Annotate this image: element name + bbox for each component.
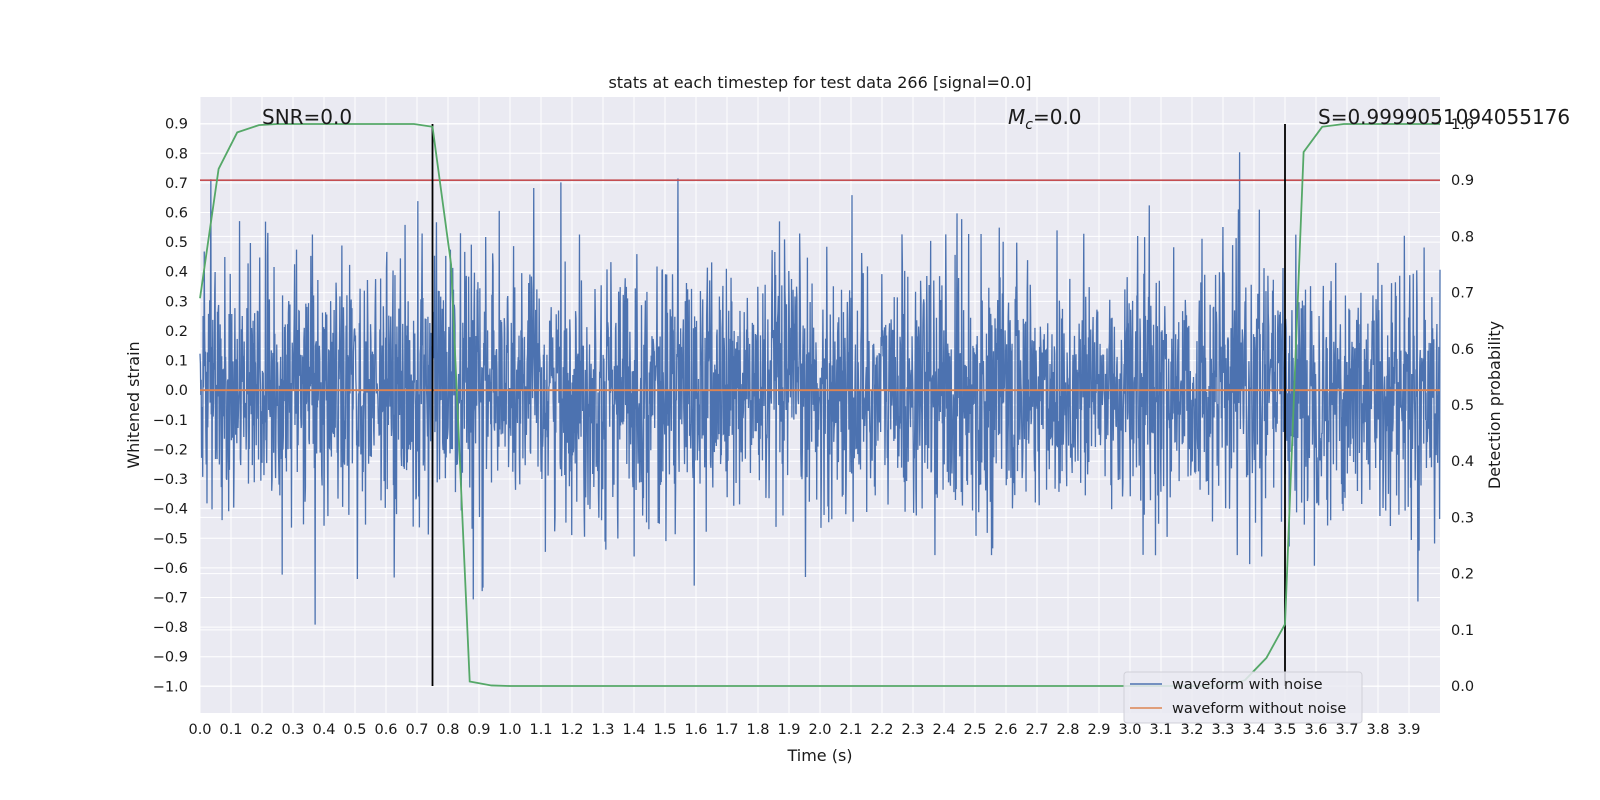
y2-axis-label: Detection probability (1485, 321, 1504, 489)
x-tick-label: 2.4 (932, 722, 955, 738)
y-tick-label: −0.1 (153, 413, 188, 429)
x-tick-label: 3.1 (1149, 722, 1172, 738)
legend-label-clean: waveform without noise (1172, 701, 1346, 717)
legend-label-noise: waveform with noise (1172, 677, 1323, 693)
y-tick-label: 0.0 (165, 383, 188, 399)
x-tick-label: 2.0 (808, 722, 831, 738)
y-tick-label: −0.3 (153, 472, 188, 488)
x-tick-label: 0.6 (374, 722, 397, 738)
x-tick-label: 1.0 (498, 722, 521, 738)
x-tick-label: 0.2 (250, 722, 273, 738)
x-tick-label: 3.6 (1304, 722, 1327, 738)
x-tick-label: 2.1 (839, 722, 862, 738)
x-tick-label: 2.3 (901, 722, 924, 738)
mc-symbol: M (1008, 105, 1025, 129)
x-tick-label: 3.5 (1273, 722, 1296, 738)
x-tick-label: 1.1 (529, 722, 552, 738)
x-tick-label: 0.7 (405, 722, 428, 738)
y2-tick-label: 0.2 (1451, 567, 1474, 583)
y-tick-label: 0.7 (165, 176, 188, 192)
x-tick-label: 1.2 (560, 722, 583, 738)
y2-tick-label: 0.3 (1451, 510, 1474, 526)
y-tick-label: −0.6 (153, 561, 188, 577)
probability-line (199, 123, 1440, 687)
x-tick-label: 0.5 (343, 722, 366, 738)
mc-subscript: c (1025, 117, 1033, 133)
x-tick-label: 1.3 (591, 722, 614, 738)
y2-tick-label: 0.9 (1451, 173, 1474, 189)
x-tick-label: 0.1 (219, 722, 242, 738)
x-tick-label: 0.0 (188, 722, 211, 738)
y-tick-label: −0.9 (153, 650, 188, 666)
y2-tick-label: 0.5 (1451, 398, 1474, 414)
snr-annotation: SNR=0.0 (262, 105, 352, 129)
y2-axis-ticks: 1.0 0.9 0.8 0.7 0.6 0.5 0.4 0.3 0.2 0.1 0.0 (1451, 117, 1474, 695)
y2-tick-label: 0.7 (1451, 286, 1474, 302)
x-tick-label: 3.3 (1211, 722, 1234, 738)
noise-line (199, 152, 1441, 625)
x-tick-label: 3.7 (1335, 722, 1358, 738)
y-axis-label: Whitened strain (124, 341, 143, 468)
y-tick-label: 0.1 (165, 354, 188, 370)
x-axis-label: Time (s) (786, 746, 852, 765)
x-tick-label: 2.2 (870, 722, 893, 738)
x-tick-label: 0.4 (312, 722, 335, 738)
x-axis-ticks: 0.0 0.1 0.2 0.3 0.4 0.5 0.6 0.7 0.8 0.9 1.0 1.1 1.2 1… (188, 722, 1420, 738)
x-tick-label: 1.4 (622, 722, 645, 738)
y-tick-label: 0.8 (165, 146, 188, 162)
y-tick-label: −0.2 (153, 442, 188, 458)
x-tick-label: 1.7 (715, 722, 738, 738)
y-tick-label: 0.4 (165, 265, 188, 281)
y-tick-label: −0.5 (153, 531, 188, 547)
y2-tick-label: 0.1 (1451, 623, 1474, 639)
marker-lines (431, 123, 1286, 687)
x-tick-label: 3.0 (1118, 722, 1141, 738)
x-tick-label: 3.9 (1397, 722, 1420, 738)
x-tick-label: 0.9 (467, 722, 490, 738)
x-tick-label: 2.6 (994, 722, 1017, 738)
x-tick-label: 0.3 (281, 722, 304, 738)
y2-tick-label: 1.0 (1451, 117, 1474, 133)
mc-annotation: Mc=0.0 (1008, 105, 1082, 133)
x-tick-label: 1.5 (653, 722, 676, 738)
y-tick-label: −0.7 (153, 591, 188, 607)
x-tick-label: 2.5 (963, 722, 986, 738)
x-tick-label: 1.6 (684, 722, 707, 738)
y-tick-label: 0.9 (165, 117, 188, 133)
mc-value: =0.0 (1033, 105, 1082, 129)
chart-title: stats at each timestep for test data 266… (608, 73, 1031, 92)
x-tick-label: 1.9 (777, 722, 800, 738)
series-detection-probability (199, 123, 1440, 687)
legend-box (1123, 671, 1363, 724)
x-tick-label: 3.2 (1180, 722, 1203, 738)
x-tick-label: 2.8 (1056, 722, 1079, 738)
x-tick-label: 1.8 (746, 722, 769, 738)
x-tick-label: 0.8 (436, 722, 459, 738)
y-tick-label: 0.2 (165, 324, 188, 340)
s-annotation: S=0.9999051094055176 (1318, 105, 1570, 129)
x-tick-label: 2.7 (1025, 722, 1048, 738)
legend: waveform with noise waveform without noi… (1123, 671, 1363, 724)
y-tick-label: 0.6 (165, 206, 188, 222)
x-tick-label: 3.4 (1242, 722, 1265, 738)
y2-tick-label: 0.8 (1451, 229, 1474, 245)
y2-tick-label: 0.6 (1451, 342, 1474, 358)
y-tick-label: −0.8 (153, 620, 188, 636)
y2-tick-label: 0.0 (1451, 679, 1474, 695)
y-tick-label: −1.0 (153, 679, 188, 695)
series-waveform-with-noise (199, 152, 1441, 625)
x-tick-label: 2.9 (1087, 722, 1110, 738)
y-tick-label: 0.3 (165, 294, 188, 310)
y-tick-label: −0.4 (153, 502, 188, 518)
y-axis-ticks: 0.9 0.8 0.7 0.6 0.5 0.4 0.3 0.2 0.1 0.0 −0.1 −0.2 −0… (153, 117, 188, 696)
y2-tick-label: 0.4 (1451, 454, 1474, 470)
x-tick-label: 3.8 (1366, 722, 1389, 738)
y-tick-label: 0.5 (165, 235, 188, 251)
